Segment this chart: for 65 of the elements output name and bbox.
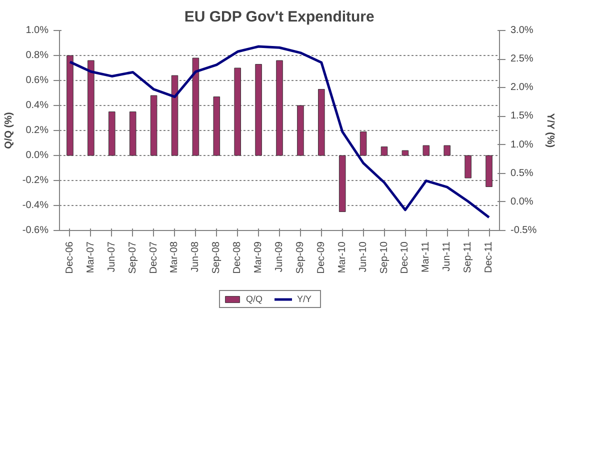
x-tick-label: Jun-08	[190, 241, 202, 272]
bar	[486, 155, 492, 187]
bar	[402, 150, 409, 156]
bar	[422, 145, 430, 156]
y2-tick-label: 0.0%	[510, 196, 534, 208]
bar	[150, 95, 158, 156]
x-tick-label: Dec-11	[484, 241, 495, 273]
x-tick-label: Mar-10	[336, 241, 348, 274]
bar	[129, 112, 136, 156]
y2-tick-label: 1.5%	[510, 110, 534, 122]
bar	[464, 155, 472, 178]
bar	[380, 146, 388, 156]
x-tick-label: Mar-07	[85, 241, 96, 274]
bar	[276, 60, 283, 156]
x-tick-label: Sep-09	[294, 241, 306, 274]
line-series	[68, 45, 490, 219]
y-tick-label: 0.2%	[26, 125, 49, 136]
y-tick-label: 0.8%	[26, 50, 49, 61]
bar	[66, 55, 74, 156]
legend-label: Y/Y	[297, 294, 313, 304]
bar	[444, 145, 451, 156]
y-tick-label: 0.6%	[26, 75, 49, 86]
bar	[88, 60, 94, 156]
x-tick-label: Jun-07	[106, 241, 118, 272]
x-tick-label: Mar-08	[169, 241, 180, 274]
y-tick-label: 0.0%	[26, 150, 49, 161]
chart-title: EU GDP Gov't Expenditure	[184, 8, 374, 26]
y2-tick-label: 0.5%	[510, 168, 534, 179]
y2-tick-label: 2.5%	[510, 54, 534, 65]
x-tick-label: Jun-10	[358, 241, 369, 272]
bar	[213, 96, 220, 156]
x-tick-label: Dec-07	[148, 241, 160, 274]
x-tick-label: Dec-08	[232, 241, 244, 274]
x-tick-label: Mar-09	[253, 241, 264, 274]
bar	[318, 89, 325, 156]
y2-tick-label: -0.5%	[510, 225, 537, 236]
bar	[255, 64, 262, 156]
bar	[297, 105, 304, 156]
x-tick-label: Dec-09	[316, 241, 327, 274]
y2-axis-title: Y/Y (%)	[544, 113, 556, 148]
x-tick-label: Mar-11	[420, 241, 432, 272]
x-tick-label: Jun-09	[274, 241, 285, 272]
x-tick-label: Dec-06	[64, 241, 76, 274]
legend-label: Q/Q	[246, 294, 264, 304]
bar	[234, 68, 241, 156]
x-tick-label: Sep-07	[127, 241, 138, 274]
y-axis-title: Q/Q (%)	[3, 112, 14, 149]
x-tick-label: Sep-08	[211, 241, 222, 274]
x-tick-label: Jun-11	[442, 241, 453, 272]
bar	[108, 112, 116, 156]
y2-tick-label: 2.0%	[510, 82, 534, 94]
bar	[192, 58, 200, 156]
x-tick-label: Sep-10	[378, 241, 390, 274]
y-tick-label: -0.2%	[22, 175, 49, 186]
y-tick-label: 0.4%	[26, 100, 49, 111]
y2-tick-label: 1.0%	[510, 139, 534, 150]
x-tick-label: Dec-10	[400, 241, 411, 274]
bar	[338, 155, 346, 212]
bar	[360, 132, 367, 156]
x-tick-label: Sep-11	[462, 241, 474, 274]
y-tick-label: 1.0%	[26, 25, 49, 36]
y-tick-label: -0.6%	[22, 225, 49, 236]
y2-tick-label: 3.0%	[510, 25, 534, 36]
bar	[171, 75, 178, 156]
y-tick-label: -0.4%	[22, 200, 49, 211]
